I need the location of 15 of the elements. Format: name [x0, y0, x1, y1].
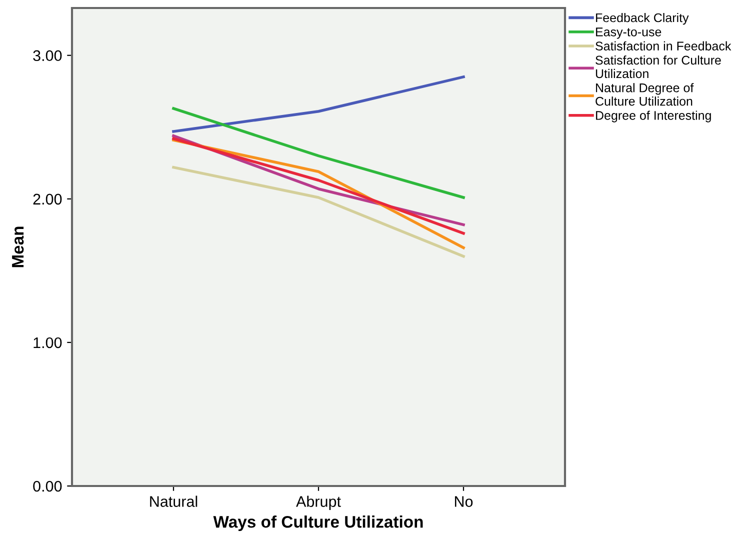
- y-tick-label: 2.00: [33, 194, 62, 205]
- y-axis-title: Mean: [12, 226, 24, 268]
- x-tick-label: Abrupt: [296, 496, 341, 510]
- legend-label: Easy-to-use: [596, 28, 662, 39]
- legend-label: Satisfaction for Culture Utilization: [596, 55, 721, 78]
- legend-label: Degree of Interesting: [596, 110, 711, 122]
- y-tick-label: 3.00: [33, 50, 62, 62]
- legend-label: Satisfaction in Feedback: [596, 41, 732, 50]
- x-axis-title: Ways of Culture Utilization: [213, 516, 423, 532]
- y-tick-label: 1.00: [34, 337, 62, 348]
- legend-label: Feedback Clarity: [596, 13, 689, 25]
- legend-label: Natural Degree of Culture Utilization: [596, 83, 694, 106]
- x-tick-label: No: [454, 496, 473, 507]
- y-tick-label: 0.00: [33, 480, 62, 492]
- x-tick-label: Natural: [150, 496, 198, 507]
